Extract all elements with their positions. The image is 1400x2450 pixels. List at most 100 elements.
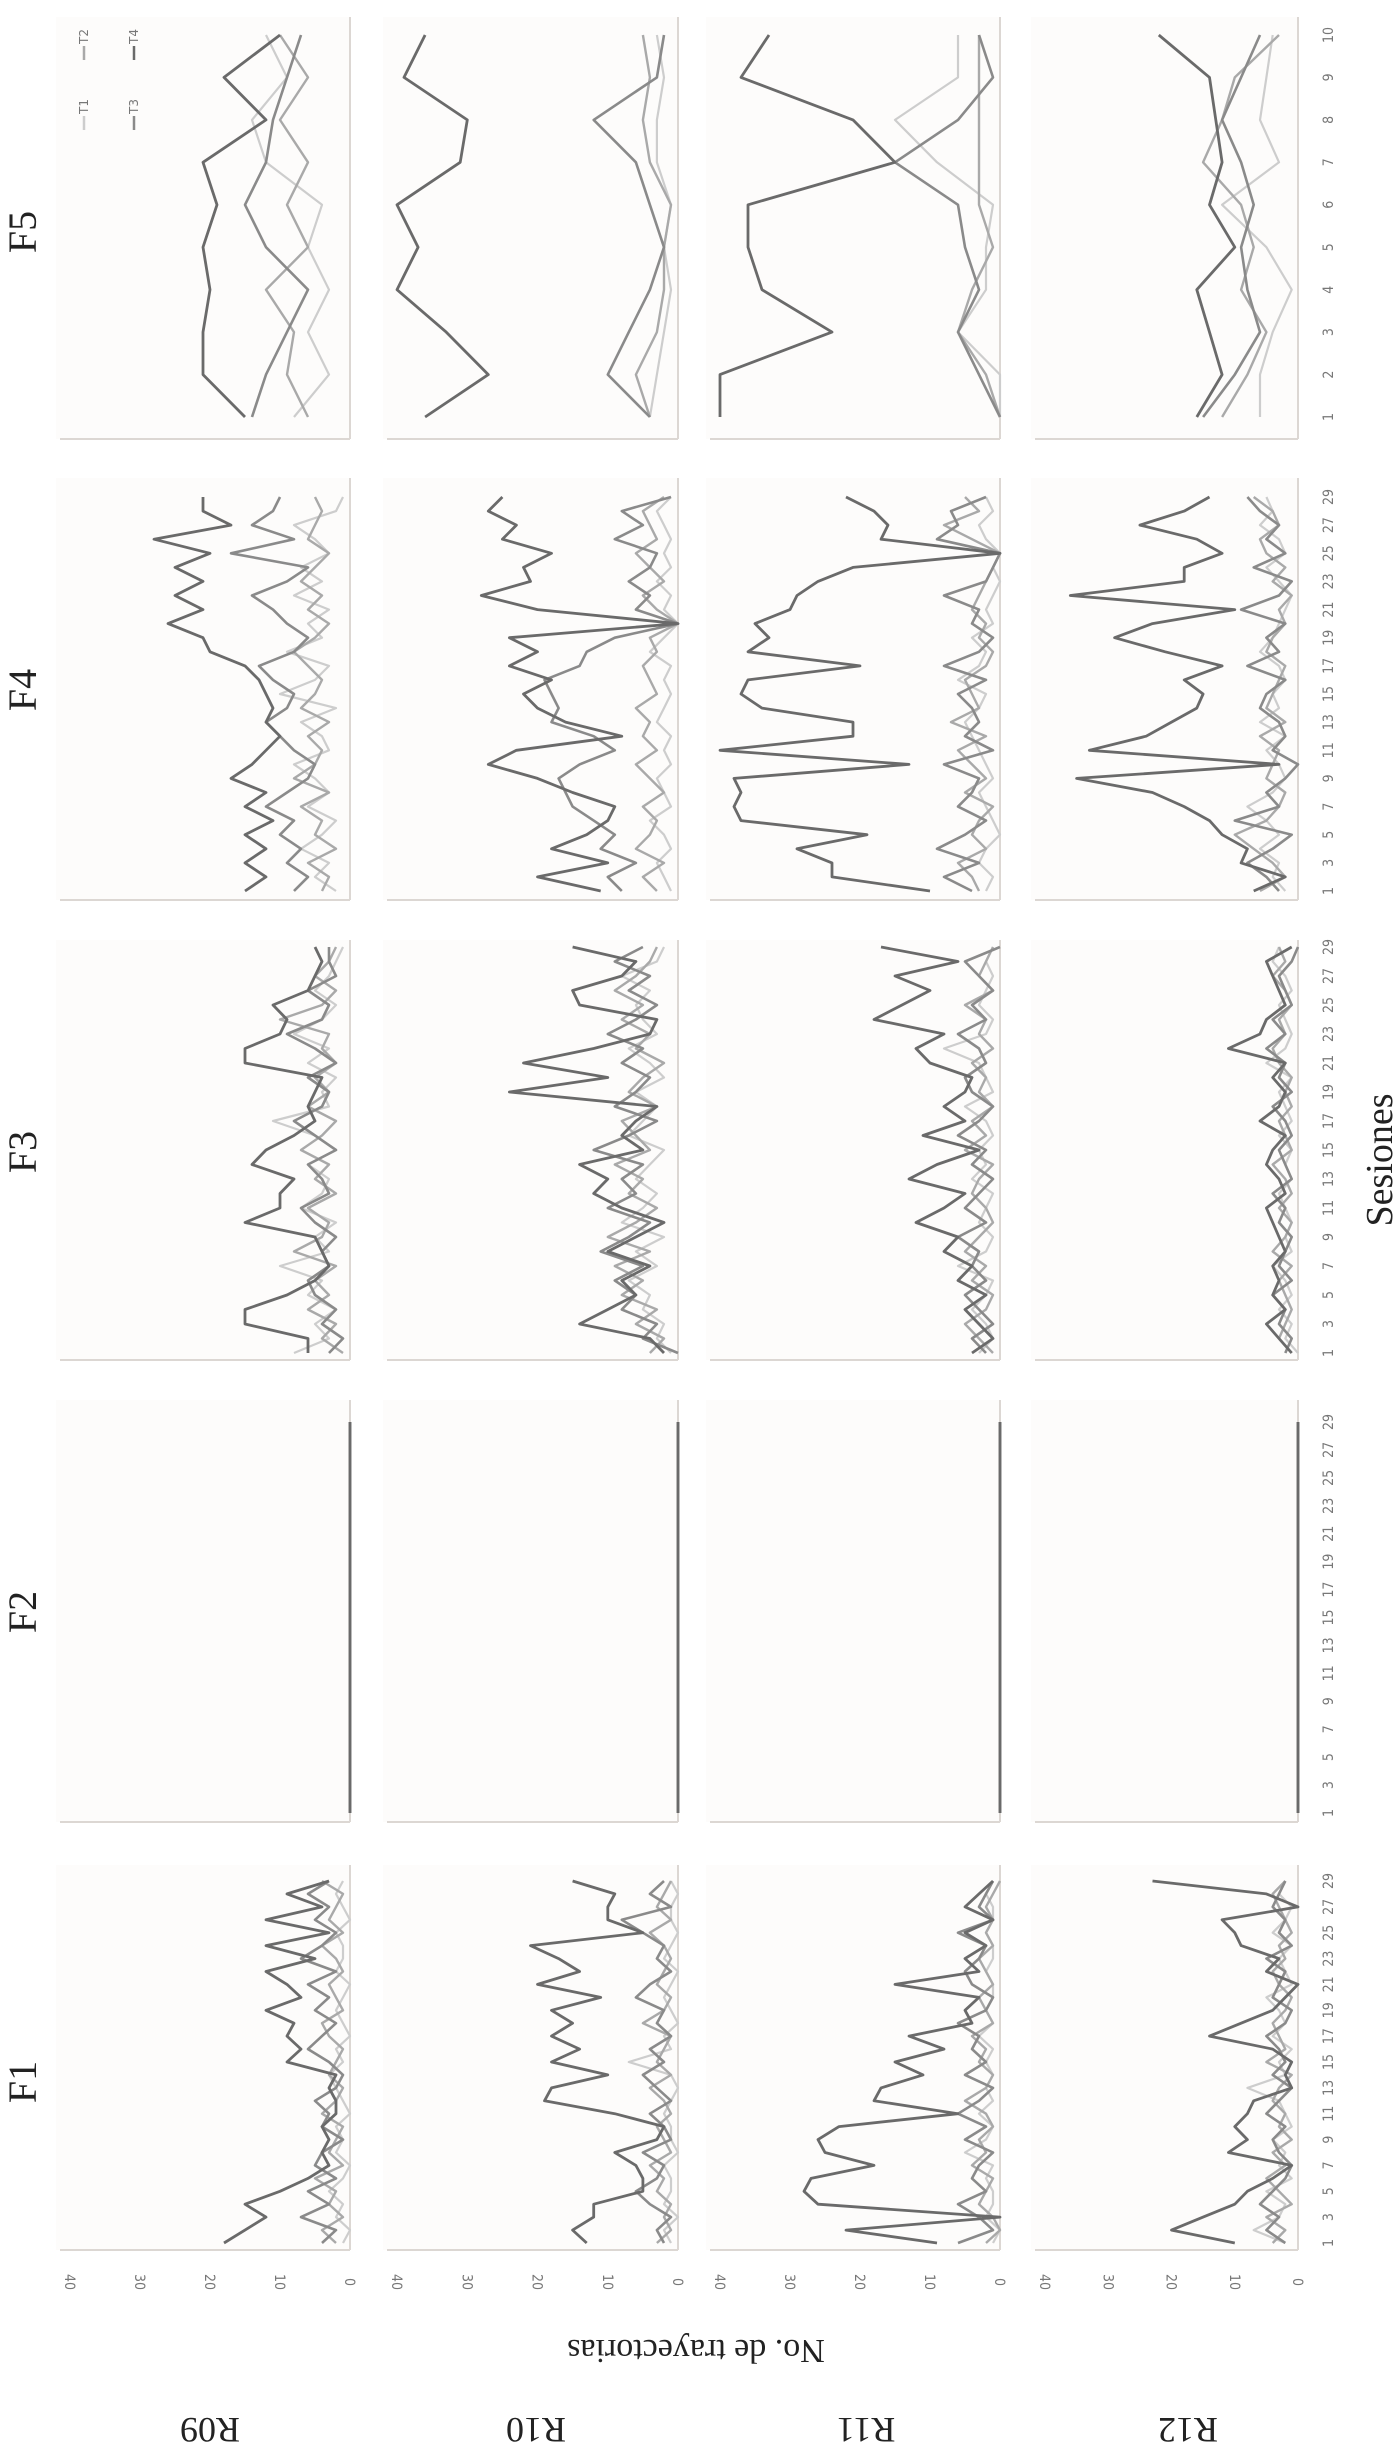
x-tick-label: 17 xyxy=(1321,2028,1337,2044)
x-tick-label: 19 xyxy=(1321,630,1337,646)
column-header-f3: F3 xyxy=(0,1131,45,1173)
x-tick-label: 27 xyxy=(1321,1899,1337,1915)
x-tick-label: 21 xyxy=(1321,1055,1337,1071)
series-line-t2 xyxy=(1271,946,1293,1354)
series-line-t3 xyxy=(1233,496,1300,892)
row-label-r11: R11 xyxy=(837,2410,896,2450)
x-tick-label: 29 xyxy=(1321,939,1337,955)
x-tick-label: 19 xyxy=(1321,2002,1337,2018)
y-tick-label: 10 xyxy=(1226,2274,1242,2290)
x-tick-label: 1 xyxy=(1321,1349,1337,1357)
panel-background xyxy=(1031,1400,1298,1822)
series-line-t3 xyxy=(285,947,345,1354)
y-tick-label: 30 xyxy=(131,2274,147,2290)
x-tick-label: 13 xyxy=(1321,1637,1337,1653)
x-tick-label: 3 xyxy=(1321,1781,1337,1789)
panel-background xyxy=(56,940,350,1360)
series-line-t3 xyxy=(243,34,310,418)
x-tick-label: 5 xyxy=(1321,831,1337,839)
x-tick-label: 15 xyxy=(1321,1609,1337,1625)
x-tick-label: 15 xyxy=(1321,686,1337,702)
panel-r12-f5 xyxy=(1031,17,1299,440)
x-tick-label: 25 xyxy=(1321,1925,1337,1941)
x-tick-label: 9 xyxy=(1321,2136,1337,2144)
x-tick-label: 1 xyxy=(1321,1809,1337,1817)
series-line-t4 xyxy=(718,495,1002,893)
panel-r12-f3 xyxy=(1031,940,1300,1361)
x-tick-label: 10 xyxy=(1321,27,1337,43)
series-line-t4 xyxy=(1227,945,1293,1354)
panel-r09-f1 xyxy=(56,1865,352,2251)
series-line-t4 xyxy=(1068,495,1287,893)
x-tick-label: 3 xyxy=(1321,328,1337,336)
x-tick-label: 17 xyxy=(1321,1113,1337,1129)
x-tick-label: 11 xyxy=(1321,1665,1337,1681)
y-tick-label: 10 xyxy=(599,2274,615,2290)
x-tick-label: 15 xyxy=(1321,2054,1337,2070)
x-tick-label: 1 xyxy=(1321,2239,1337,2247)
x-tick-label: 5 xyxy=(1321,1291,1337,1299)
x-tick-label: 7 xyxy=(1321,2161,1337,2169)
y-tick-label: 0 xyxy=(341,2278,357,2286)
series-line-t2 xyxy=(634,34,673,418)
series-line-t1 xyxy=(278,496,344,892)
series-line-t3 xyxy=(299,1879,345,2244)
series-line-t1 xyxy=(1220,34,1293,417)
x-tick-label: 17 xyxy=(1321,1582,1337,1598)
y-axis-title: No. de trayectorias xyxy=(567,2332,825,2369)
series-line-t4 xyxy=(243,946,331,1353)
x-tick-label: 7 xyxy=(1321,158,1337,166)
panel-r10-f2 xyxy=(383,1400,680,1823)
y-tick-label: 40 xyxy=(1036,2274,1052,2290)
series-line-t1 xyxy=(1246,1880,1293,2245)
x-tick-label: 11 xyxy=(1321,2106,1337,2122)
x-tick-label: 13 xyxy=(1321,1171,1337,1187)
x-tick-label: 2 xyxy=(1321,371,1337,379)
x-tick-label: 9 xyxy=(1321,1233,1337,1241)
x-tick-label: 29 xyxy=(1321,1873,1337,1889)
x-tick-label: 29 xyxy=(1321,489,1337,505)
series-line-t3 xyxy=(1265,946,1300,1354)
panel-background xyxy=(1031,17,1298,439)
panel-r11-f5 xyxy=(706,17,1002,440)
panel-background xyxy=(706,1865,1000,2250)
x-tick-label: 21 xyxy=(1321,602,1337,618)
row-label-r10: R10 xyxy=(506,2410,566,2450)
y-tick-label: 40 xyxy=(388,2274,404,2290)
legend-item-t3: T3 xyxy=(127,99,141,130)
x-tick-label: 9 xyxy=(1321,774,1337,782)
series-line-t3 xyxy=(1202,34,1262,418)
panel-r09-f3 xyxy=(56,940,351,1361)
series-line-t2 xyxy=(278,946,344,1354)
series-line-t3 xyxy=(1258,1880,1293,2245)
x-tick-label: 19 xyxy=(1321,1554,1337,1570)
x-tick-label: 3 xyxy=(1321,2213,1337,2221)
x-tick-label: 25 xyxy=(1321,545,1337,561)
series-line-t4 xyxy=(479,496,680,893)
series-line-t4 xyxy=(1157,33,1237,418)
panel-r12-f2 xyxy=(1031,1400,1300,1823)
series-line-t4 xyxy=(152,497,282,893)
series-line-t4 xyxy=(802,1879,1002,2245)
x-tick-label: 11 xyxy=(1321,742,1337,758)
series-line-t4 xyxy=(529,1879,666,2245)
y-tick-label: 0 xyxy=(669,2278,685,2286)
y-tick-label: 30 xyxy=(1099,2274,1115,2290)
x-tick-label: 23 xyxy=(1321,1951,1337,1967)
series-line-t1 xyxy=(327,1880,352,2244)
panel-r12-f1 xyxy=(1031,1865,1300,2251)
series-line-t4 xyxy=(201,33,281,418)
legend-label-t1: T1 xyxy=(77,99,91,115)
panel-r11-f2 xyxy=(706,1400,1002,1823)
legend-label-t3: T3 xyxy=(127,99,141,115)
x-tick-label: 7 xyxy=(1321,1262,1337,1270)
panel-background xyxy=(383,1400,678,1822)
x-tick-label: 29 xyxy=(1321,1414,1337,1430)
y-tick-label: 10 xyxy=(921,2274,937,2290)
x-tick-label: 15 xyxy=(1321,1142,1337,1158)
series-line-t2 xyxy=(963,1880,1002,2244)
series-line-t4 xyxy=(507,945,666,1354)
x-tick-label: 21 xyxy=(1321,1526,1337,1542)
panel-r10-f3 xyxy=(383,940,679,1361)
